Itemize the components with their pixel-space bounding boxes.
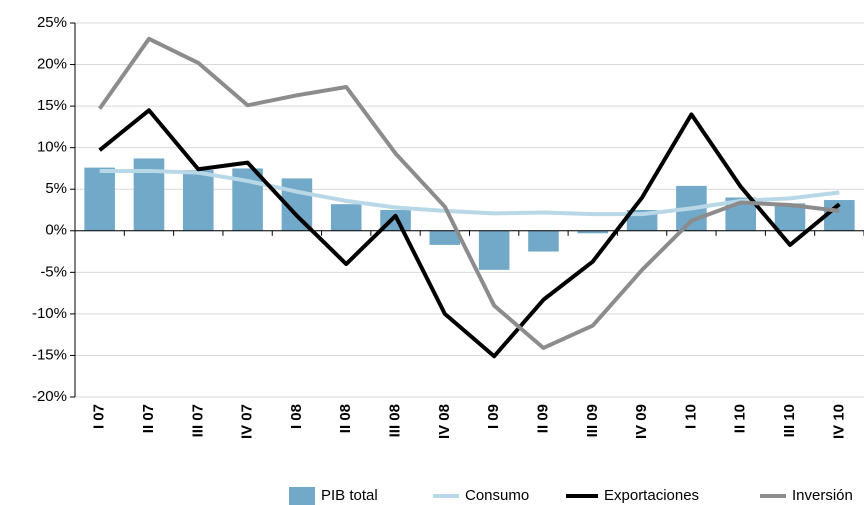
bar xyxy=(84,167,115,231)
y-tick-label: -15% xyxy=(32,346,67,363)
x-tick-label: IV 09 xyxy=(633,404,650,439)
x-tick-label: IV 10 xyxy=(830,404,847,439)
bar xyxy=(330,204,362,231)
y-tick-label: 0% xyxy=(45,222,67,239)
x-tick-label: III 07 xyxy=(189,404,206,437)
bar xyxy=(182,170,214,231)
legend-label: Exportaciones xyxy=(604,487,699,504)
bar xyxy=(429,230,461,245)
y-tick-label: 20% xyxy=(37,56,67,73)
x-tick-label: II 07 xyxy=(140,404,157,433)
x-tick-label: I 07 xyxy=(91,404,108,429)
y-tick-label: -5% xyxy=(40,263,67,280)
x-tick-label: III 10 xyxy=(781,404,798,437)
bar xyxy=(577,230,609,234)
legend-label: PIB total xyxy=(321,487,378,504)
x-tick-label: I 08 xyxy=(288,404,305,429)
y-tick-label: 15% xyxy=(37,97,67,114)
y-tick-label: -10% xyxy=(32,305,67,322)
legend-label: Inversión xyxy=(792,487,853,504)
legend-label: Consumo xyxy=(465,487,529,504)
y-tick-label: 10% xyxy=(37,139,67,156)
bar xyxy=(478,230,510,270)
x-tick-label: II 08 xyxy=(337,404,354,433)
line-series xyxy=(98,108,841,359)
y-tick-label: 25% xyxy=(37,14,67,31)
bar xyxy=(528,230,559,252)
x-tick-label: IV 07 xyxy=(239,404,256,439)
legend-swatch xyxy=(289,487,315,505)
y-tick-label: -20% xyxy=(32,388,67,405)
x-tick-label: II 10 xyxy=(732,404,749,433)
x-tick-label: I 10 xyxy=(682,404,699,429)
x-tick-label: IV 08 xyxy=(436,404,453,439)
x-tick-label: III 08 xyxy=(387,404,404,437)
x-tick-label: II 09 xyxy=(534,404,551,433)
y-tick-label: 5% xyxy=(45,180,67,197)
line-series xyxy=(98,36,840,350)
line-series xyxy=(99,168,840,217)
x-tick-label: III 09 xyxy=(584,404,601,437)
x-tick-label: I 09 xyxy=(485,404,502,429)
